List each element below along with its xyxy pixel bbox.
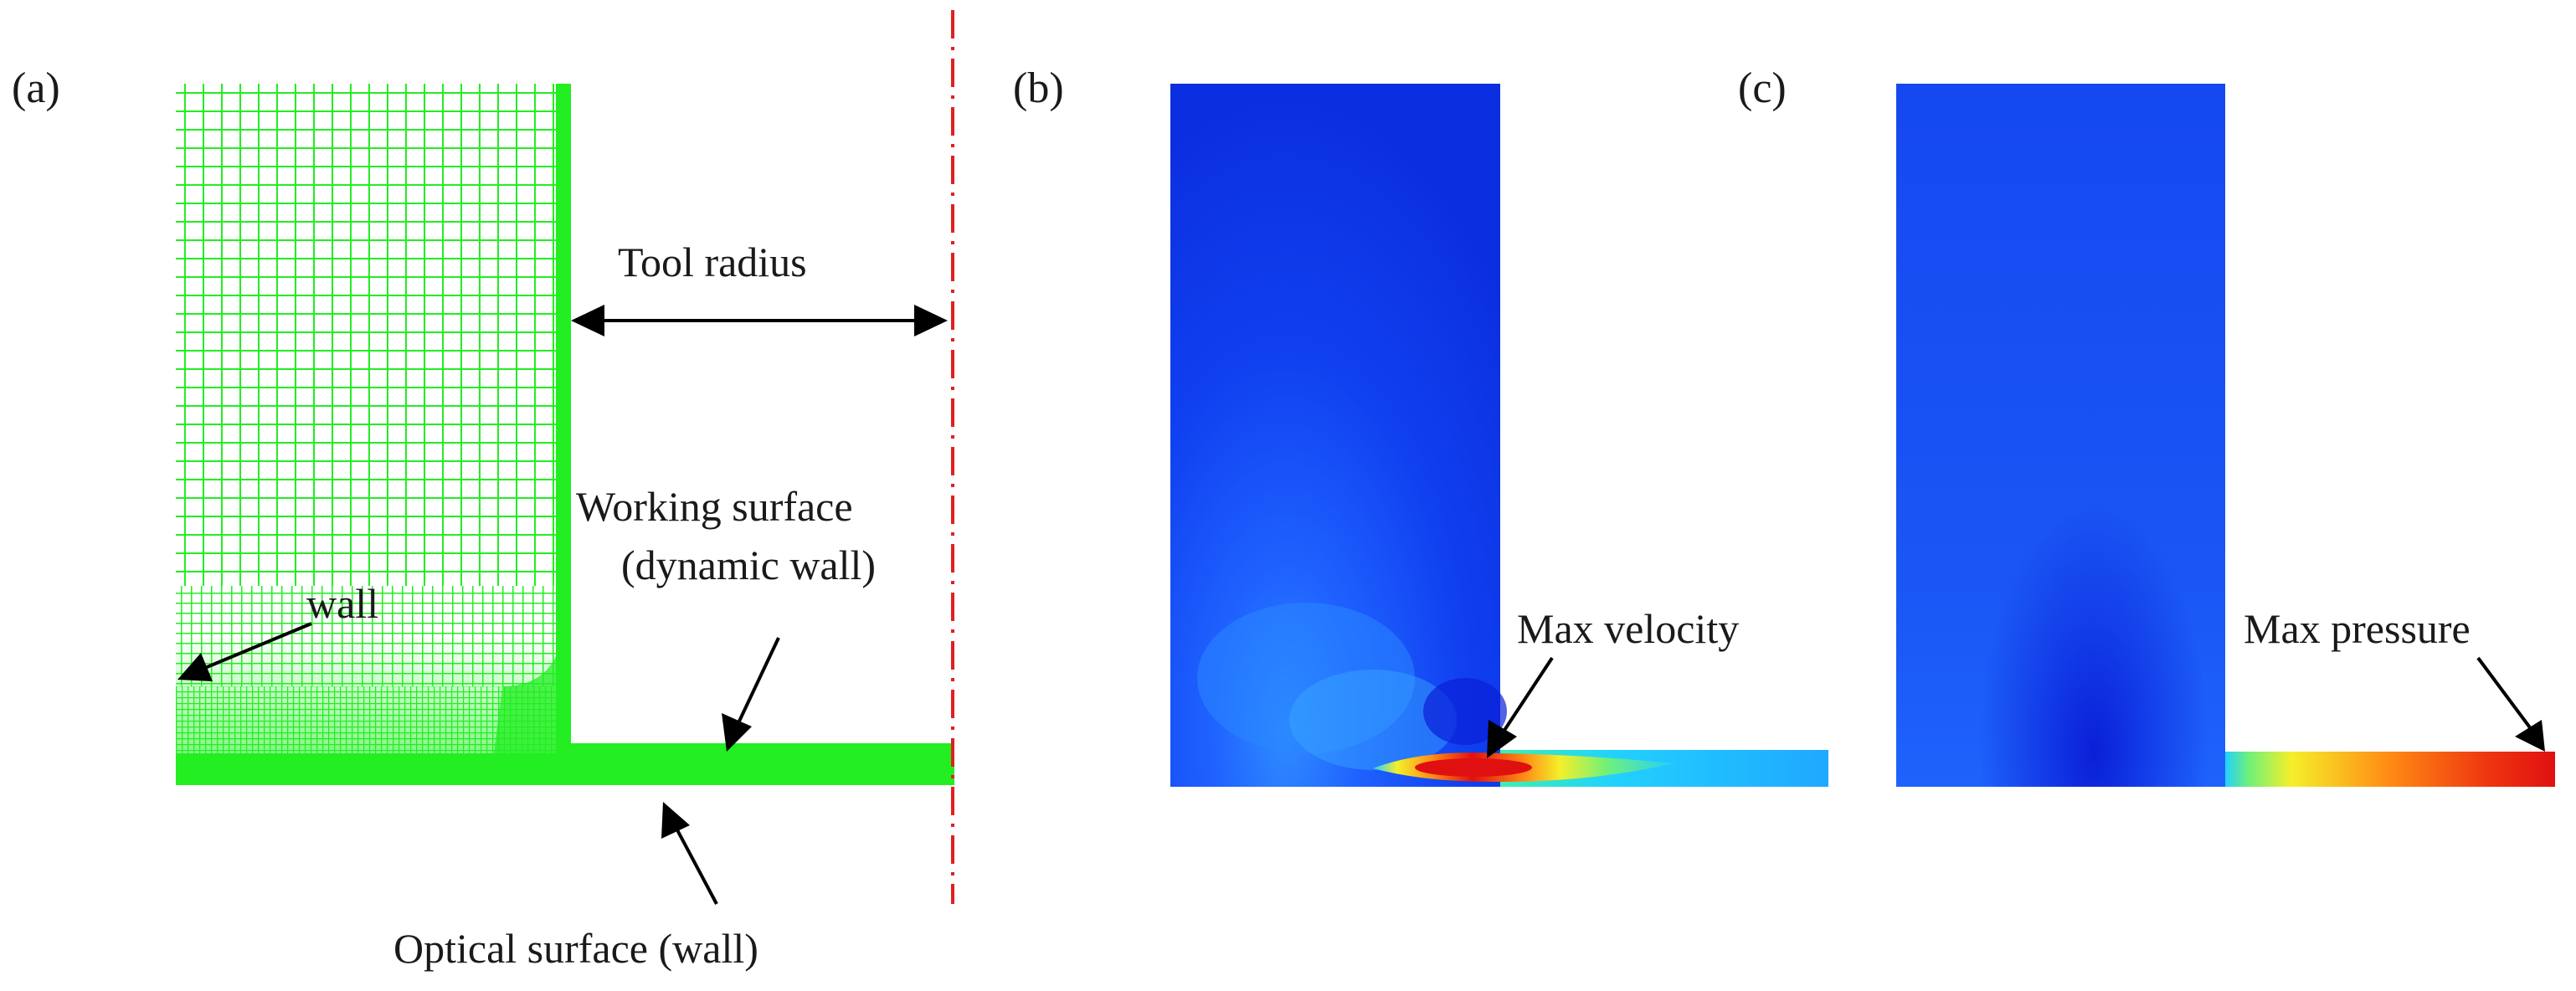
mesh-domain <box>176 84 954 785</box>
max-pressure-arrow <box>2476 656 2545 752</box>
optical-surface-arrow <box>661 802 718 905</box>
panel-a: (a) Tool radius Work <box>12 10 954 972</box>
working-surface-label: Working surface <box>576 483 853 530</box>
panel-c: (c) Max pressure <box>1738 64 2555 787</box>
tool-side-wall <box>556 84 571 753</box>
optical-surface-wall <box>176 753 954 785</box>
wall-arrow <box>177 622 312 681</box>
max-pressure-label: Max pressure <box>2244 605 2471 652</box>
working-surface-sublabel: (dynamic wall) <box>621 542 876 588</box>
panel-a-label: (a) <box>12 64 60 112</box>
pressure-contour <box>1896 84 2555 787</box>
panel-c-label: (c) <box>1738 64 1787 112</box>
mesh-upper <box>176 84 563 670</box>
working-surface-arrow <box>722 637 780 752</box>
optical-surface-label: Optical surface (wall) <box>393 925 758 972</box>
panel-b: (b) Max velocity <box>1013 64 1828 787</box>
wall-label: wall <box>306 580 378 627</box>
panel-b-label: (b) <box>1013 64 1064 112</box>
corner-refinement <box>494 636 563 753</box>
velocity-contour <box>1170 84 1828 787</box>
max-velocity-arrow <box>1487 656 1554 758</box>
max-velocity-label: Max velocity <box>1517 605 1739 652</box>
tool-radius-label: Tool radius <box>618 239 807 285</box>
tool-radius-dimension: Tool radius <box>571 239 948 336</box>
